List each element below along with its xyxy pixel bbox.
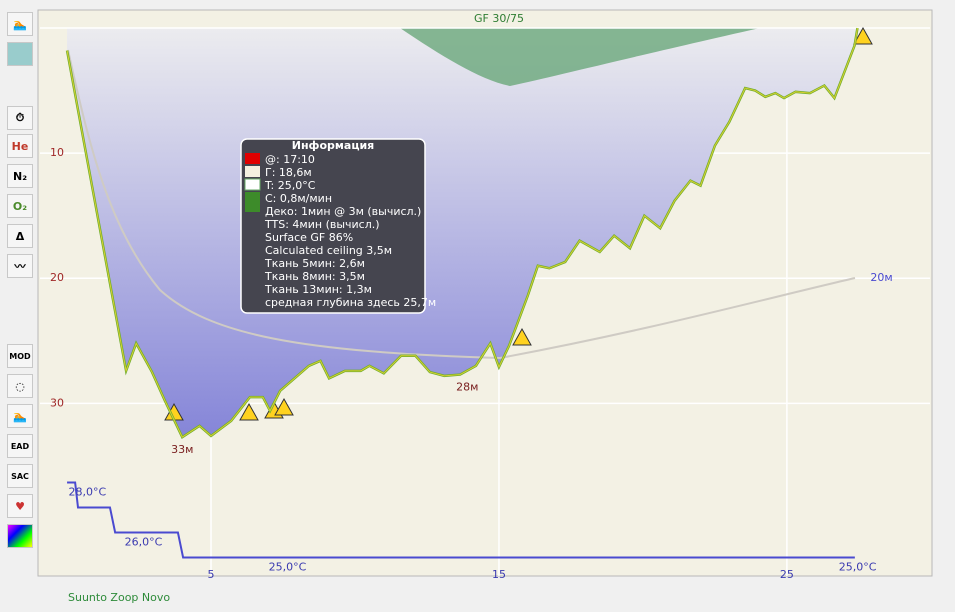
dive-computer: Suunto Zoop Novo bbox=[68, 591, 170, 604]
info-line: Г: 18,6м bbox=[265, 166, 312, 179]
info-line: Деко: 1мин @ 3м (вычисл.) bbox=[265, 205, 421, 218]
info-box: Информация @: 17:10Г: 18,6мT: 25,0°CC: 0… bbox=[240, 138, 436, 314]
info-line: T: 25,0°C bbox=[264, 179, 316, 192]
tool-button[interactable]: 〰 bbox=[7, 254, 33, 278]
profile-line-highlight bbox=[66, 27, 858, 438]
info-line: TTS: 4мин (вычисл.) bbox=[264, 218, 380, 231]
tool-button[interactable]: 🏊 bbox=[7, 12, 33, 36]
tool-button[interactable]: ◌ bbox=[7, 374, 33, 398]
ceiling-area bbox=[400, 28, 760, 86]
tool-button[interactable]: ⏱ bbox=[7, 106, 33, 130]
tool-button[interactable] bbox=[7, 524, 33, 548]
tool-button[interactable]: MOD bbox=[7, 344, 33, 368]
temperature-label: 28,0°C bbox=[69, 486, 107, 499]
info-line: Ткань 5мин: 2,6м bbox=[264, 257, 365, 270]
x-tick-label: 5 bbox=[208, 568, 215, 581]
info-title: Информация bbox=[292, 139, 375, 152]
y-tick-label: 10 bbox=[50, 146, 64, 159]
info-line: Ткань 8мин: 3,5м bbox=[264, 270, 365, 283]
temperature-label: 25,0°C bbox=[269, 561, 307, 574]
temperature-label: 26,0°C bbox=[125, 536, 163, 549]
tool-button[interactable]: 🏊 bbox=[7, 404, 33, 428]
info-line: @: 17:10 bbox=[265, 153, 315, 166]
tool-button[interactable]: EAD bbox=[7, 434, 33, 458]
chart-title: GF 30/75 bbox=[474, 12, 524, 25]
depth-label: 20м bbox=[870, 271, 892, 284]
tool-button[interactable]: He bbox=[7, 134, 33, 158]
info-line: C: 0,8м/мин bbox=[265, 192, 332, 205]
info-line: Ткань 13мин: 1,3м bbox=[264, 283, 372, 296]
tool-button[interactable]: ♥ bbox=[7, 494, 33, 518]
profile-area bbox=[67, 28, 858, 438]
tool-button[interactable]: SAC bbox=[7, 464, 33, 488]
depth-label: 28м bbox=[456, 381, 478, 394]
depth-label: 33м bbox=[171, 443, 193, 456]
tool-button[interactable]: N₂ bbox=[7, 164, 33, 188]
tool-button[interactable] bbox=[7, 42, 33, 66]
info-line: Surface GF 86% bbox=[265, 231, 353, 244]
y-tick-label: 20 bbox=[50, 271, 64, 284]
tool-button[interactable]: O₂ bbox=[7, 194, 33, 218]
info-line: Calculated ceiling 3,5м bbox=[265, 244, 392, 257]
x-tick-label: 25 bbox=[780, 568, 794, 581]
info-line: средная глубина здесь 25,7м bbox=[265, 296, 436, 309]
temperature-label: 25,0°C bbox=[839, 561, 877, 574]
tool-button[interactable]: Δ bbox=[7, 224, 33, 248]
y-tick-label: 30 bbox=[50, 396, 64, 409]
x-tick-label: 15 bbox=[492, 568, 506, 581]
tissue-line bbox=[67, 49, 856, 360]
temperature-line bbox=[67, 481, 855, 559]
